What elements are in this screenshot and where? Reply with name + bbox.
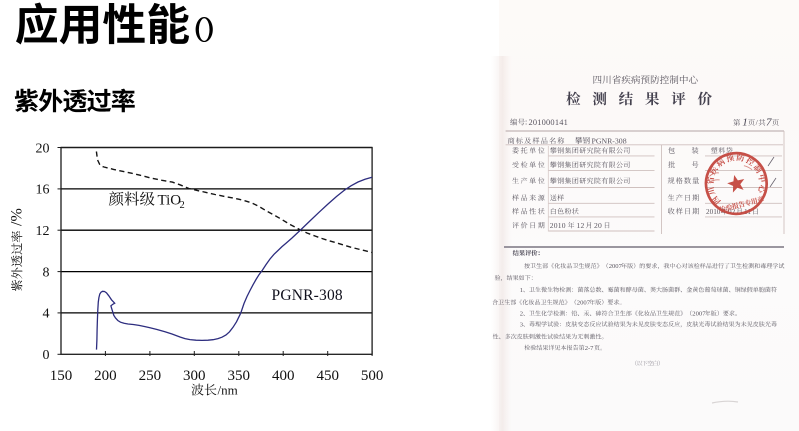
svg-text::: : [525, 117, 527, 126]
svg-text:16: 16 [36, 183, 50, 198]
svg-text:2: 2 [180, 200, 185, 211]
svg-text:4: 4 [43, 307, 50, 322]
svg-text:2010: 2010 [550, 221, 566, 230]
svg-text:12: 12 [577, 221, 585, 230]
svg-text:20: 20 [594, 221, 602, 230]
svg-text:PGNR-308: PGNR-308 [272, 287, 343, 304]
svg-text:450: 450 [316, 368, 339, 384]
svg-text:7: 7 [766, 117, 772, 129]
svg-text:500: 500 [361, 368, 384, 384]
svg-text:/%: /% [8, 208, 25, 226]
svg-text:300: 300 [183, 368, 206, 384]
svg-text:350: 350 [228, 368, 251, 384]
svg-text:1: 1 [742, 117, 748, 129]
svg-text:400: 400 [272, 368, 295, 384]
svg-text:8: 8 [43, 265, 50, 280]
svg-text:2: 2 [520, 311, 523, 318]
svg-text:/: / [756, 118, 759, 127]
svg-text:02: 02 [728, 208, 736, 216]
svg-text:150: 150 [50, 368, 73, 384]
svg-text:200: 200 [94, 368, 117, 384]
svg-text:250: 250 [139, 368, 162, 384]
svg-text:2007: 2007 [577, 299, 591, 306]
svg-text:PGNR-308: PGNR-308 [592, 136, 627, 145]
svg-text:1: 1 [520, 287, 523, 294]
svg-text:12: 12 [36, 224, 50, 239]
svg-text:0: 0 [43, 348, 50, 363]
svg-text:201000141: 201000141 [529, 118, 569, 127]
svg-text:2010: 2010 [706, 208, 721, 216]
svg-text:20: 20 [36, 141, 50, 156]
svg-text:2-7: 2-7 [585, 345, 594, 352]
svg-text:TiO: TiO [158, 193, 182, 209]
svg-text:2007: 2007 [609, 263, 623, 270]
svg-text:2007: 2007 [692, 311, 706, 318]
svg-text:/nm: /nm [218, 383, 238, 398]
svg-text:3: 3 [520, 321, 524, 328]
